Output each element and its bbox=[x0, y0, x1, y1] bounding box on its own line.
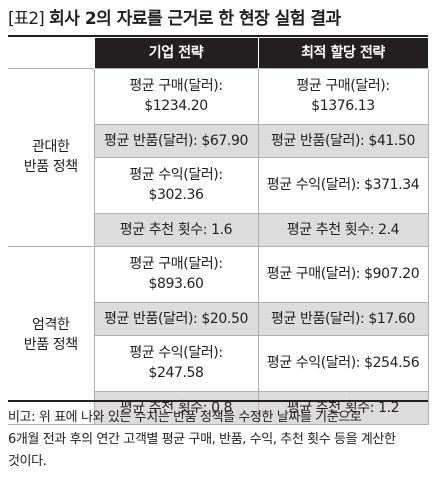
cell-purchase: 평균 구매(달러): $907.20 bbox=[257, 245, 429, 303]
cell-line: 평균 수익(달러): bbox=[129, 345, 223, 361]
note-line: 6개월 전과 후의 연간 고객별 평균 구매, 반품, 수익, 추천 횟수 등을… bbox=[8, 432, 396, 447]
bottom-rule bbox=[8, 400, 428, 402]
cell-line: $247.58 bbox=[148, 365, 204, 381]
cell-profit: 평균 수익(달러): $254.56 bbox=[257, 334, 429, 392]
cell-returns: 평균 반품(달러): $41.50 bbox=[257, 123, 429, 158]
cell-line: 평균 수익(달러): $254.56 bbox=[266, 355, 420, 371]
top-rule bbox=[8, 35, 428, 37]
table-row: 평균 추천 횟수: 0.8 평균 추천 횟수: 1.2 bbox=[8, 390, 429, 425]
cell-line: 평균 구매(달러): bbox=[296, 78, 390, 94]
cell-returns: 평균 반품(달러): $17.60 bbox=[257, 301, 429, 336]
cell-referrals: 평균 추천 횟수: 2.4 bbox=[257, 212, 429, 247]
cell-line: $1234.20 bbox=[144, 98, 208, 114]
cell-purchase: 평균 구매(달러): $1376.13 bbox=[257, 67, 429, 125]
note-line: 비고: 위 표에 나와 있는 수치는 반품 정책을 수정한 날짜를 기준으로 bbox=[8, 410, 362, 425]
header-enterprise-strategy: 기업 전략 bbox=[93, 38, 259, 68]
cell-line: 평균 수익(달러): $371.34 bbox=[266, 177, 420, 193]
cell-line: $302.36 bbox=[148, 187, 204, 203]
cell-line: 평균 구매(달러): bbox=[129, 256, 223, 272]
table-row: 평균 추천 횟수: 1.6 평균 추천 횟수: 2.4 bbox=[8, 212, 429, 247]
group-label-line: 반품 정책 bbox=[23, 159, 78, 175]
cell-profit: 평균 수익(달러): $371.34 bbox=[257, 156, 429, 214]
header-row: 기업 전략 최적 할당 전략 bbox=[8, 38, 429, 68]
table-title: [표2] 회사 2의 자료를 근거로 한 현장 실험 결과 bbox=[8, 5, 428, 33]
header-optimal-strategy: 최적 할당 전략 bbox=[257, 38, 429, 68]
header-corner bbox=[8, 38, 94, 68]
cell-returns: 평균 반품(달러): $20.50 bbox=[93, 301, 259, 336]
group-label-line: 엄격한 bbox=[32, 317, 70, 333]
table-row: 관대한 반품 정책 평균 구매(달러): $1234.20 평균 구매(달러): $… bbox=[8, 67, 429, 247]
cell-line: 평균 구매(달러): $907.20 bbox=[266, 266, 420, 282]
group-label-lenient: 관대한 반품 정책 bbox=[8, 67, 95, 247]
cell-referrals: 평균 추천 횟수: 1.2 bbox=[257, 390, 429, 425]
cell-line: 평균 구매(달러): bbox=[129, 78, 223, 94]
group-label-line: 관대한 bbox=[32, 139, 70, 155]
group-label-strict: 엄격한 반품 정책 bbox=[8, 245, 95, 425]
cell-purchase: 평균 구매(달러): $893.60 bbox=[93, 245, 259, 303]
table-row: 엄격한 반품 정책 평균 구매(달러): $893.60 평균 구매(달러): $… bbox=[8, 245, 429, 425]
cell-referrals: 평균 추천 횟수: 0.8 bbox=[93, 390, 259, 425]
table-note: 비고: 위 표에 나와 있는 수치는 반품 정책을 수정한 날짜를 기준으로 6… bbox=[8, 407, 428, 473]
table-row: 평균 반품(달러): $20.50 평균 반품(달러): $17.60 bbox=[8, 301, 429, 336]
cell-purchase: 평균 구매(달러): $1234.20 bbox=[93, 67, 259, 125]
cell-line: $893.60 bbox=[148, 276, 204, 292]
table-title-text: 회사 2의 자료를 근거로 한 현장 실험 결과 bbox=[49, 9, 341, 29]
table-row: 평균 수익(달러): $247.58 평균 수익(달러): $254.56 bbox=[8, 334, 429, 392]
table-tag: [표2] bbox=[8, 9, 45, 29]
cell-line: $1376.13 bbox=[311, 98, 375, 114]
group-label-line: 반품 정책 bbox=[23, 337, 78, 353]
cell-line: 평균 수익(달러): bbox=[129, 167, 223, 183]
table-row: 평균 반품(달러): $67.90 평균 반품(달러): $41.50 bbox=[8, 123, 429, 158]
cell-profit: 평균 수익(달러): $247.58 bbox=[93, 334, 259, 392]
cell-profit: 평균 수익(달러): $302.36 bbox=[93, 156, 259, 214]
cell-returns: 평균 반품(달러): $67.90 bbox=[93, 123, 259, 158]
results-table: 기업 전략 최적 할당 전략 관대한 반품 정책 평균 구매(달러): $1234… bbox=[8, 38, 429, 425]
table-row: 평균 수익(달러): $302.36 평균 수익(달러): $371.34 bbox=[8, 156, 429, 214]
note-line: 것이다. bbox=[8, 454, 47, 469]
cell-referrals: 평균 추천 횟수: 1.6 bbox=[93, 212, 259, 247]
